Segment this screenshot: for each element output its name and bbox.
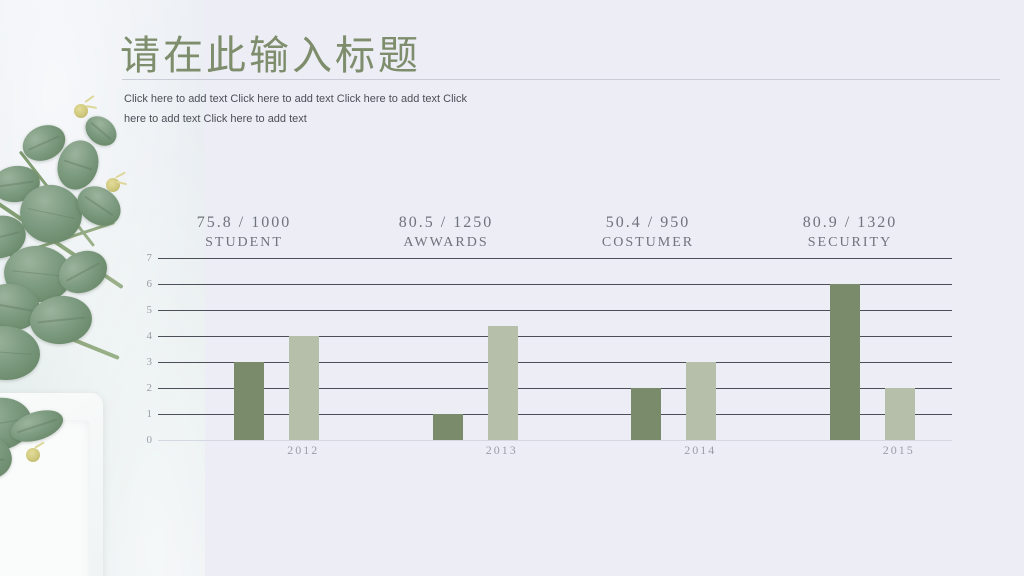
y-axis-tick: 2 — [146, 382, 153, 394]
white-tablet-screen — [0, 420, 90, 576]
subtitle-text: Click here to add text Click here to add… — [124, 93, 467, 125]
bar-dark[interactable] — [631, 388, 661, 440]
x-axis-label: 2014 — [684, 443, 717, 457]
stat-item: 80.5 / 1250 AWWARDS — [345, 214, 547, 251]
stat-value: 75.8 / 1000 — [196, 214, 292, 231]
bar-group — [555, 258, 754, 440]
stat-item: 50.4 / 950 COSTUMER — [547, 214, 749, 251]
gridline — [158, 388, 952, 389]
flower-bud — [74, 104, 88, 118]
stat-label: STUDENT — [205, 235, 283, 250]
y-axis-tick: 6 — [146, 278, 153, 290]
page-title: 请在此输入标题 — [120, 33, 421, 78]
gridline — [158, 414, 952, 415]
y-axis-tick: 5 — [146, 304, 153, 316]
bar-group — [754, 258, 953, 440]
stat-value: 80.9 / 1320 — [802, 214, 898, 231]
y-axis-tick: 0 — [146, 434, 153, 446]
stats-row: 75.8 / 1000 STUDENT 80.5 / 1250 AWWARDS … — [143, 214, 951, 251]
y-axis-tick: 7 — [146, 252, 153, 264]
stat-item: 80.9 / 1320 SECURITY — [749, 214, 951, 251]
stat-label: SECURITY — [807, 235, 893, 250]
y-axis-tick: 1 — [146, 408, 153, 420]
bar-group — [357, 258, 556, 440]
bar-dark[interactable] — [432, 414, 463, 440]
stat-label: AWWARDS — [403, 235, 489, 250]
bar-light[interactable] — [884, 388, 915, 440]
stat-value: 80.5 / 1250 — [398, 214, 494, 231]
stat-label: COSTUMER — [601, 235, 695, 250]
x-axis-label: 2012 — [287, 443, 320, 457]
bar-light[interactable] — [487, 325, 518, 440]
bar-dark[interactable] — [234, 362, 264, 440]
y-axis-tick: 4 — [146, 330, 153, 342]
y-axis-tick: 3 — [146, 356, 153, 368]
bar-chart: 7 6 5 4 3 2 1 0 — [134, 252, 952, 446]
stat-item: 75.8 / 1000 STUDENT — [143, 214, 345, 251]
gridline — [158, 310, 952, 311]
gridline — [158, 336, 952, 337]
title-divider — [122, 79, 1000, 80]
bar-groups — [158, 258, 952, 440]
bar-dark[interactable] — [829, 284, 860, 440]
axis-baseline — [158, 440, 952, 441]
x-axis-label: 2015 — [882, 443, 915, 457]
x-axis-label: 2013 — [485, 443, 518, 457]
x-axis-labels: 2012 2013 2014 2015 — [158, 443, 952, 458]
gridline — [158, 284, 952, 285]
bar-light[interactable] — [289, 336, 319, 440]
decorative-plant-photo — [0, 0, 205, 576]
gridline — [158, 362, 952, 363]
stat-value: 50.4 / 950 — [605, 214, 691, 231]
bar-light[interactable] — [686, 362, 716, 440]
flower-bud — [26, 448, 40, 462]
bar-group — [158, 258, 357, 440]
y-axis: 7 6 5 4 3 2 1 0 — [134, 252, 153, 446]
plot-area — [158, 258, 952, 441]
gridline — [158, 258, 952, 259]
